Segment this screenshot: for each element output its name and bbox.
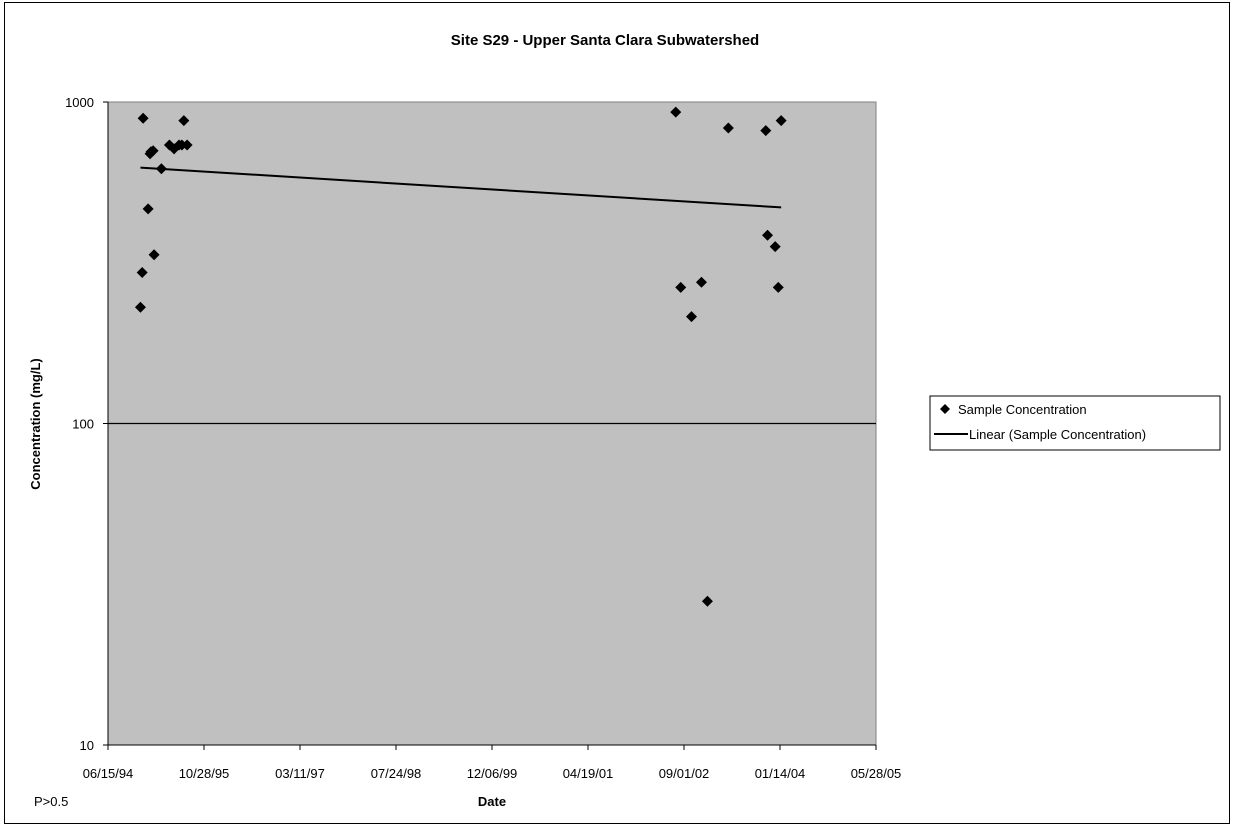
- data-point: [181, 139, 193, 151]
- legend-label-sample: Sample Concentration: [958, 402, 1087, 417]
- x-axis-title: Date: [478, 794, 506, 809]
- p-value-note: P>0.5: [34, 794, 68, 809]
- x-tick-label: 12/06/99: [467, 766, 518, 781]
- data-point: [722, 122, 734, 134]
- data-point: [670, 106, 682, 118]
- legend-box: [929, 395, 1221, 451]
- legend-marker-diamond-icon: [940, 404, 950, 414]
- data-point: [701, 595, 713, 607]
- data-point: [142, 203, 154, 215]
- y-axis-title: Concentration (mg/L): [28, 358, 43, 489]
- x-tick-label: 07/24/98: [371, 766, 422, 781]
- x-tick-label: 04/19/01: [563, 766, 614, 781]
- data-point: [769, 241, 781, 253]
- legend: Sample Concentration Linear (Sample Conc…: [929, 395, 1221, 451]
- data-point: [137, 112, 149, 124]
- data-point: [685, 311, 697, 323]
- x-tick-label: 03/11/97: [275, 766, 325, 781]
- x-tick-label: 10/28/95: [179, 766, 230, 781]
- data-point: [148, 249, 160, 261]
- data-point: [136, 266, 148, 278]
- data-point: [134, 301, 146, 313]
- data-point: [695, 276, 707, 288]
- data-point: [178, 115, 190, 127]
- data-point: [147, 145, 159, 157]
- y-tick-label: 10: [80, 738, 94, 753]
- data-point: [760, 125, 772, 137]
- trendline: [140, 166, 782, 209]
- chart-title: Site S29 - Upper Santa Clara Subwatershe…: [451, 32, 759, 49]
- legend-label-linear: Linear (Sample Concentration): [969, 427, 1146, 442]
- data-point: [775, 115, 787, 127]
- data-point: [675, 281, 687, 293]
- y-tick-label: 100: [72, 417, 94, 432]
- y-tick-label: 1000: [65, 95, 94, 110]
- x-tick-label: 05/28/05: [851, 766, 902, 781]
- x-tick-label: 01/14/04: [755, 766, 806, 781]
- data-point: [772, 281, 784, 293]
- x-tick-label: 06/15/94: [83, 766, 134, 781]
- x-tick-label: 09/01/02: [659, 766, 710, 781]
- data-point: [762, 229, 774, 241]
